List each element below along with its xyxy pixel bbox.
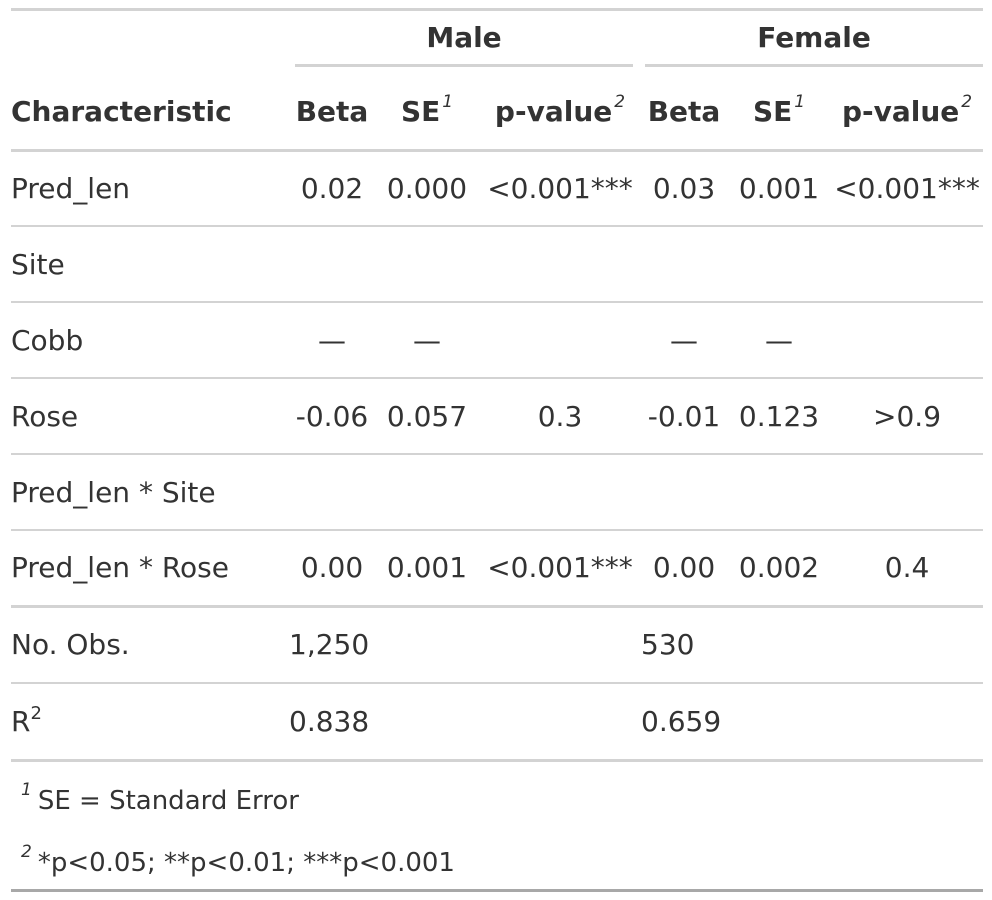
table-bottom-rule	[11, 889, 983, 892]
row-label: Rose	[11, 399, 79, 433]
row-label: Cobb	[11, 323, 84, 357]
cell-male-p	[479, 226, 641, 302]
cell-female-se	[727, 226, 831, 302]
cell-male-beta: 0.00	[300, 551, 364, 585]
header-male-pvalue: p-value 2	[494, 92, 626, 129]
cell-male-se	[375, 226, 479, 302]
cell-male-p: 0.3	[537, 399, 583, 433]
cell-female-p	[831, 454, 983, 530]
column-header-row: Characteristic Beta SE 1 p-value 2 Beta SE…	[11, 75, 984, 150]
cell-male-beta	[289, 226, 375, 302]
cell-female-se: —	[765, 323, 794, 357]
glance-row: No. Obs. 1,250 530	[11, 606, 984, 683]
cell-female-p: <0.001***	[834, 171, 980, 205]
header-male-se: SE 1	[400, 92, 454, 129]
header-female-se: SE 1	[752, 92, 806, 129]
cell-female-se	[727, 454, 831, 530]
superscript-2: 2	[30, 702, 42, 724]
glance-label: No. Obs.	[11, 628, 130, 662]
table-row: Pred_len 0.02 0.000 <0.001*** 0.03 0.001…	[11, 150, 984, 226]
row-label: Pred_len * Rose	[11, 551, 229, 585]
glance-label: R2	[11, 702, 42, 738]
spanner-header-row: Male Female	[11, 9, 984, 75]
cell-female-beta: 0.03	[652, 171, 716, 205]
footnote-mark-2: 2	[961, 92, 973, 113]
cell-male-p: <0.001***	[487, 551, 633, 585]
cell-male-se: 0.057	[386, 399, 468, 433]
row-label: Pred_len	[11, 171, 131, 205]
table-row: Pred_len * Site	[11, 454, 984, 530]
table-row: Site	[11, 226, 984, 302]
table-footnotes: 1 SE = Standard Error 2 *p<0.05; **p<0.01;…	[11, 770, 983, 894]
cell-female-p	[831, 302, 983, 378]
regression-table: Male Female Characteristic Beta SE 1 p-va…	[11, 9, 984, 762]
cell-male-se	[375, 454, 479, 530]
cell-female-p	[831, 226, 983, 302]
table-row: Cobb — — — —	[11, 302, 984, 378]
footnote-mark-2: 2	[614, 92, 626, 113]
row-label: Pred_len * Site	[11, 475, 216, 509]
spanner-female: Female	[641, 9, 984, 75]
header-characteristic: Characteristic	[11, 95, 232, 129]
table-row: Rose -0.06 0.057 0.3 -0.01 0.123 >0.9	[11, 378, 984, 454]
cell-female-se: 0.002	[738, 551, 820, 585]
cell-female-p: >0.9	[873, 399, 942, 433]
glance-male-value: 0.838	[289, 704, 370, 738]
footnote-mark: 1	[21, 780, 32, 800]
cell-female-beta: -0.01	[647, 399, 721, 433]
table-top-rule	[11, 8, 983, 11]
header-female-pvalue: p-value 2	[841, 92, 973, 129]
footnote: 1 SE = Standard Error	[21, 780, 299, 816]
cell-female-beta	[641, 454, 727, 530]
cell-female-beta: —	[670, 323, 699, 357]
cell-male-p	[479, 302, 641, 378]
cell-male-se: 0.000	[386, 171, 468, 205]
cell-female-beta: 0.00	[652, 551, 716, 585]
header-male-beta: Beta	[295, 95, 369, 129]
cell-female-se: 0.001	[738, 171, 820, 205]
footnote-mark-1: 1	[794, 92, 806, 113]
footnote-mark: 2	[21, 842, 32, 862]
glance-male-value: 1,250	[289, 628, 370, 662]
cell-male-se: —	[413, 323, 441, 357]
cell-female-p: 0.4	[884, 551, 930, 585]
glance-row: R2 0.838 0.659	[11, 683, 984, 760]
row-label: Site	[11, 247, 65, 281]
cell-male-beta	[289, 454, 375, 530]
cell-male-se: 0.001	[386, 551, 468, 585]
cell-male-beta: -0.06	[295, 399, 369, 433]
table-row: Pred_len * Rose 0.00 0.001 <0.001*** 0.0…	[11, 530, 984, 606]
cell-female-beta	[641, 226, 727, 302]
footnote-mark-1: 1	[442, 92, 454, 113]
cell-male-p	[479, 454, 641, 530]
spanner-male: Male	[289, 9, 641, 75]
cell-male-p: <0.001***	[487, 171, 633, 205]
cell-male-beta: 0.02	[300, 171, 364, 205]
footnote: 2 *p<0.05; **p<0.01; ***p<0.001	[21, 842, 455, 878]
glance-female-value: 0.659	[641, 704, 722, 738]
spanner-empty	[11, 9, 289, 75]
header-female-beta: Beta	[647, 95, 721, 129]
glance-female-value: 530	[641, 628, 695, 662]
cell-male-beta: —	[318, 323, 346, 357]
cell-female-se: 0.123	[738, 399, 820, 433]
